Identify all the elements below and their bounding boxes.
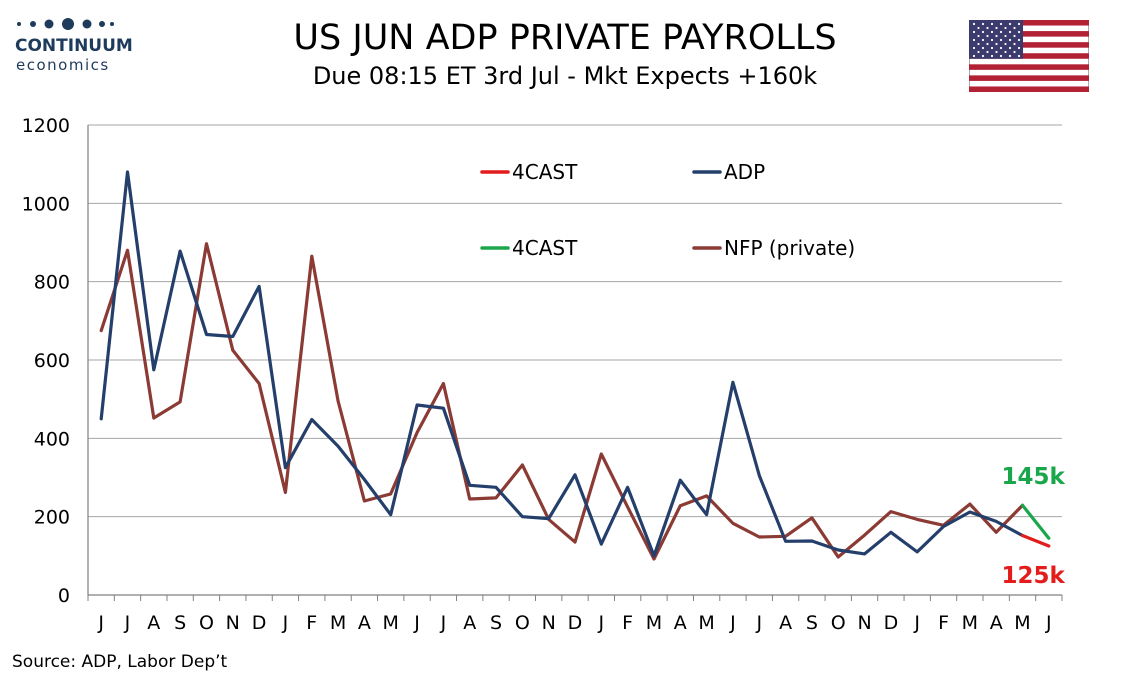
- x-tick-label: M: [646, 612, 662, 634]
- x-tick-label: J: [598, 612, 605, 634]
- forecast-annotation: 145k: [1002, 464, 1066, 490]
- x-tick-label: M: [698, 612, 714, 634]
- x-tick-label: D: [252, 612, 267, 634]
- y-tick-label: 400: [34, 428, 70, 450]
- y-tick-label: 1200: [22, 115, 70, 137]
- x-tick-label: N: [226, 612, 240, 634]
- x-tick-label: A: [358, 612, 371, 634]
- y-tick-label: 800: [34, 272, 70, 294]
- x-tick-label: M: [1014, 612, 1030, 634]
- x-tick-label: J: [913, 612, 920, 634]
- chart-title: US JUN ADP PRIVATE PAYROLLS: [293, 18, 837, 58]
- logo-sub: economics: [16, 56, 110, 74]
- x-tick-label: J: [755, 612, 762, 634]
- x-tick-label: M: [330, 612, 346, 634]
- x-tick-label: S: [490, 612, 502, 634]
- x-tick-label: M: [962, 612, 978, 634]
- x-tick-label: J: [1045, 612, 1052, 634]
- x-tick-label: J: [97, 612, 104, 634]
- x-tick-label: A: [990, 612, 1003, 634]
- legend-label: NFP (private): [724, 236, 855, 260]
- x-tick-label: M: [383, 612, 399, 634]
- x-tick-label: A: [779, 612, 792, 634]
- forecast-annotation: 125k: [1002, 563, 1066, 589]
- x-tick-label: N: [542, 612, 556, 634]
- x-tick-label: F: [938, 612, 949, 634]
- logo-name: CONTINUUM: [15, 36, 133, 56]
- legend-label: 4CAST: [512, 236, 578, 260]
- y-tick-label: 0: [58, 585, 70, 607]
- x-tick-label: D: [884, 612, 899, 634]
- adp-forecast-line: [1020, 533, 1051, 548]
- x-tick-label: A: [674, 612, 687, 634]
- x-tick-label: O: [515, 612, 530, 634]
- x-tick-label: D: [568, 612, 583, 634]
- x-tick-label: O: [199, 612, 214, 634]
- x-tick-label: A: [147, 612, 160, 634]
- x-tick-label: J: [440, 612, 447, 634]
- x-tick-label: N: [857, 612, 871, 634]
- x-tick-label: S: [174, 612, 186, 634]
- x-tick-label: J: [413, 612, 420, 634]
- x-tick-label: J: [124, 612, 131, 634]
- x-tick-label: O: [831, 612, 846, 634]
- logo-dots-icon: [17, 18, 114, 30]
- adp-line: [99, 170, 1025, 558]
- y-tick-label: 200: [34, 507, 70, 529]
- x-tick-label: S: [806, 612, 818, 634]
- legend-label: 4CAST: [512, 160, 578, 184]
- y-tick-label: 1000: [22, 193, 70, 215]
- x-tick-label: F: [306, 612, 317, 634]
- chart-subtitle: Due 08:15 ET 3rd Jul - Mkt Expects +160k: [312, 62, 818, 90]
- x-tick-label: A: [463, 612, 476, 634]
- nfp-forecast-line: [1020, 503, 1051, 540]
- x-tick-label: J: [729, 612, 736, 634]
- source-note: Source: ADP, Labor Dep’t: [12, 652, 228, 672]
- legend-label: ADP: [724, 160, 765, 184]
- nfp-line: [99, 242, 1025, 561]
- us-flag-icon: [969, 20, 1089, 92]
- y-tick-label: 600: [34, 350, 70, 372]
- x-tick-label: J: [282, 612, 289, 634]
- x-tick-label: F: [622, 612, 633, 634]
